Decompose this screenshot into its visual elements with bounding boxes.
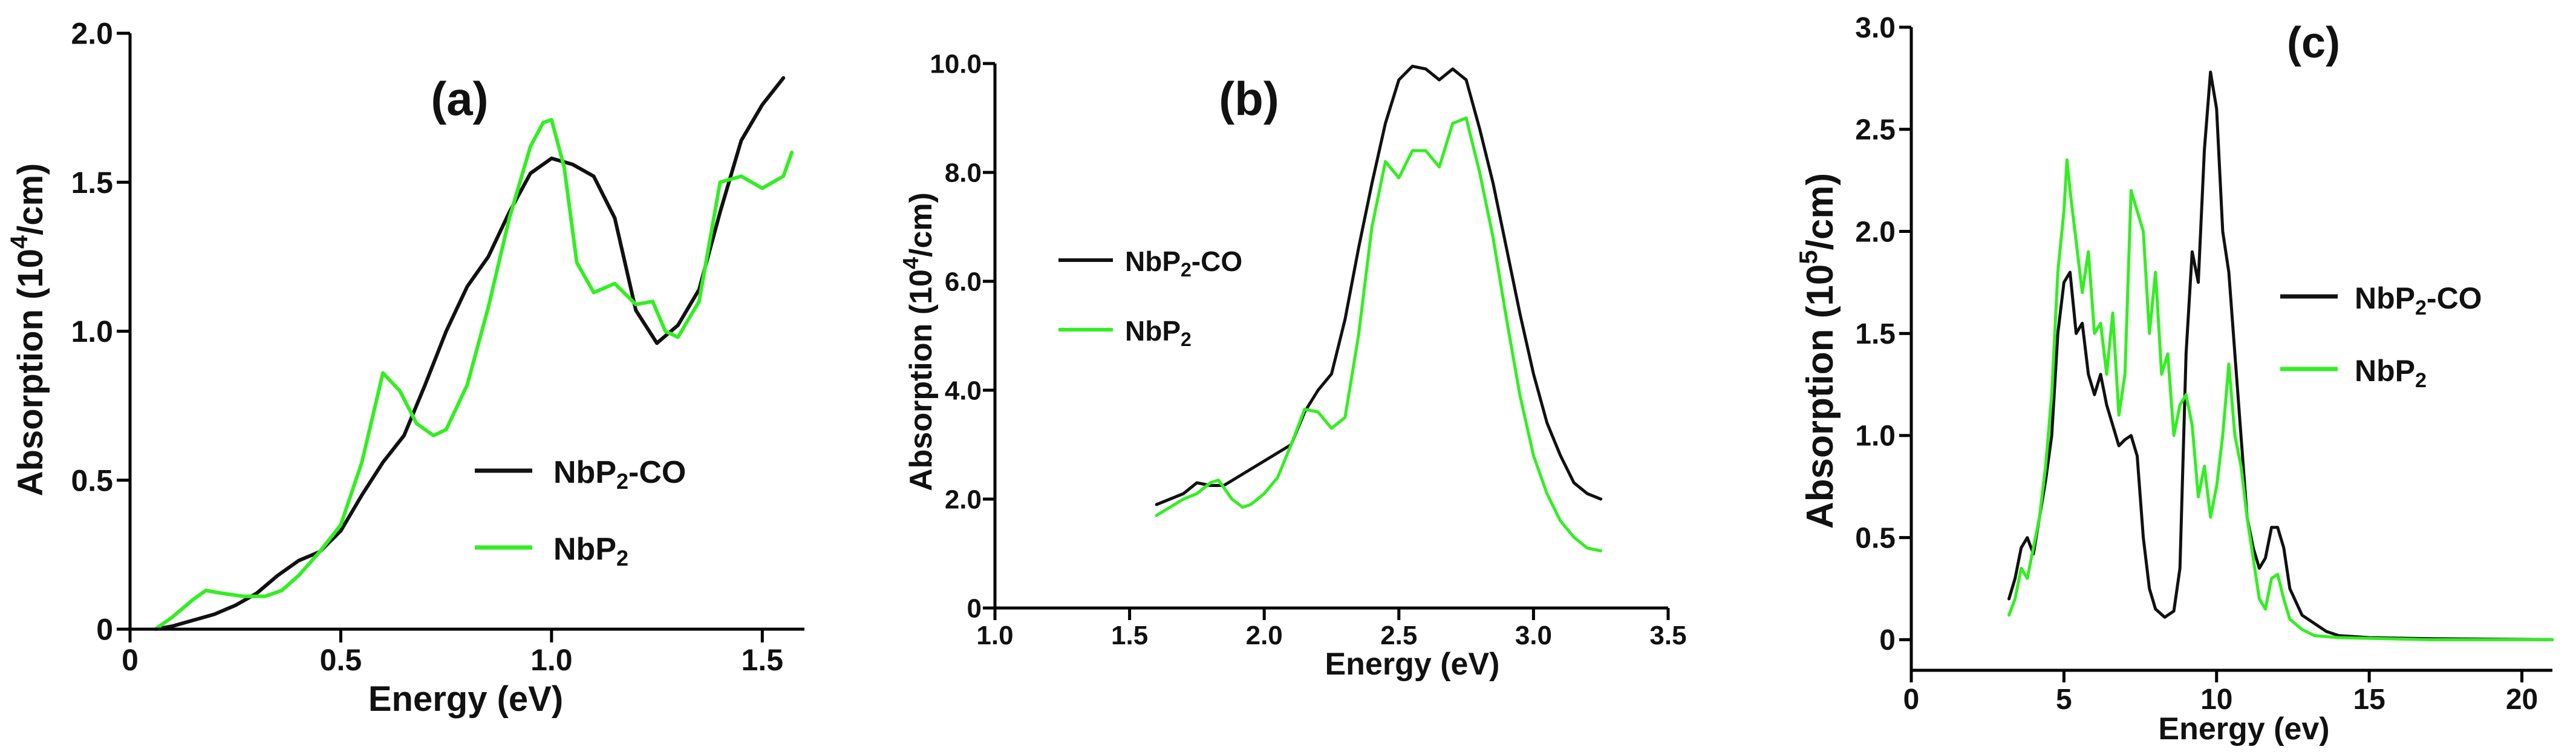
- panel-c-legend-pristine-base: NbP: [2355, 354, 2415, 388]
- panel-a-x-tick-label: 0: [122, 643, 139, 677]
- panel-c-y-tick-label: 1.0: [1855, 420, 1896, 453]
- panel-a-legend: NbP2-CO NbP2: [475, 455, 686, 570]
- panel-c-y-tick-label: 3.0: [1855, 12, 1896, 44]
- panel-a-y-title-sup: 4: [6, 235, 33, 249]
- panel-c-y-tick-label: 0: [1879, 624, 1896, 656]
- panel-a-y-tick-label: 1.0: [71, 315, 113, 348]
- panel-a-legend-co-sub: 2: [616, 469, 628, 494]
- panel-b-x-tick-label: 3.5: [1649, 621, 1686, 650]
- panel-c-y-title-tail: /cm): [1799, 173, 1841, 250]
- panel-a-x-title: Energy (eV): [368, 679, 563, 719]
- panel-b-legend-co-base: NbP: [1125, 246, 1181, 277]
- panel-a-y-tick-label: 1.5: [71, 166, 113, 200]
- panel-b-x-tick-label: 3.0: [1515, 621, 1552, 650]
- panel-c-x-tick-label: 0: [1903, 684, 1920, 716]
- panel-a: (a) 0 0.5 1.0 1.500.51.01.52.0 Energy (eV) …: [6, 17, 804, 719]
- panel-b-y-title-base: Absorption (10: [904, 269, 939, 491]
- panel-b-y-title-sup: 4: [898, 257, 923, 269]
- panel-a-series-nbp2-co: [153, 76, 786, 631]
- panel-a-y-title: Absorption (104/cm): [6, 163, 50, 497]
- panel-c-legend-co-base: NbP: [2355, 281, 2415, 315]
- panel-c-legend-label-pristine: NbP2: [2355, 354, 2427, 392]
- panel-b-y-title: Absorption (104/cm): [898, 192, 939, 491]
- panel-b-y-title-tail: /cm): [904, 192, 939, 257]
- panel-b-x-tick-label: 2.0: [1246, 621, 1283, 650]
- panel-c-x-tick-label: 15: [2353, 684, 2385, 716]
- panel-c-y-tick-label: 0.5: [1855, 522, 1896, 554]
- panel-b-legend-label-pristine: NbP2: [1125, 315, 1192, 350]
- panel-c-label: (c): [2287, 19, 2340, 67]
- panel-c-series-nbp2-co: [2007, 70, 2554, 641]
- panel-a-label: (a): [431, 72, 488, 125]
- panel-b-x-tick-label: 1.5: [1111, 621, 1148, 650]
- panel-c-y-tick-label: 2.5: [1855, 114, 1896, 146]
- panel-c-x-tick-label: 5: [2056, 684, 2072, 716]
- panel-b-x-tick-label: 1.0: [976, 621, 1013, 650]
- panel-b-label: (b): [1219, 72, 1279, 125]
- panel-b-series-nbp2-co: [1155, 65, 1603, 506]
- panel-b-legend-co-sub: 2: [1181, 259, 1192, 281]
- panel-c-series-nbp2: [2007, 158, 2554, 641]
- panel-c-legend-co-tail: -CO: [2427, 281, 2482, 315]
- panel-c-y-title-sup: 5: [1794, 250, 1822, 264]
- panel-b-legend-pristine-sub: 2: [1181, 328, 1192, 350]
- panel-c-y-title: Absorption (105/cm): [1794, 173, 1841, 529]
- panel-b-y-tick-label: 4.0: [945, 376, 982, 405]
- panel-a-legend-label-pristine: NbP2: [553, 532, 628, 570]
- panel-a-y-title-tail: /cm): [11, 163, 50, 235]
- panel-b-y-tick-label: 8.0: [945, 158, 982, 188]
- panel-b-legend-label-co: NbP2-CO: [1125, 246, 1242, 281]
- panel-c-legend-co-sub: 2: [2415, 296, 2427, 319]
- panel-b-y-tick-label: 0: [967, 593, 982, 623]
- panel-c-y-tick-label: 1.5: [1855, 318, 1896, 350]
- panel-c-x-tick-label: 10: [2200, 684, 2232, 716]
- panel-c-legend-pristine-sub: 2: [2415, 369, 2427, 392]
- panel-a-x-tick-label: 1.5: [742, 643, 784, 677]
- panel-a-y-title-base: Absorption (10: [11, 249, 50, 496]
- panel-a-y-tick-label: 0.5: [71, 463, 113, 497]
- panel-b-legend: NbP2-CO NbP2: [1058, 246, 1242, 350]
- panel-c-legend-label-co: NbP2-CO: [2355, 281, 2482, 319]
- panel-a-legend-pristine-sub: 2: [616, 546, 628, 570]
- panel-b-legend-pristine-base: NbP: [1125, 315, 1181, 347]
- panel-a-series-nbp2: [153, 117, 794, 631]
- panel-a-legend-co-base: NbP: [553, 455, 616, 490]
- panel-a-x-tick-label: 1.0: [530, 643, 573, 677]
- panel-b-y-tick-label: 2.0: [945, 485, 982, 514]
- panel-a-y-tick-label: 2.0: [71, 17, 113, 51]
- panel-a-legend-co-tail: -CO: [628, 455, 686, 490]
- panel-b-x-title: Energy (eV): [1325, 647, 1500, 682]
- panel-c-x-tick-label: 20: [2506, 684, 2538, 716]
- panel-a-legend-label-co: NbP2-CO: [553, 455, 686, 494]
- panel-b-y-tick-label: 10.0: [930, 49, 982, 79]
- panel-b-y-tick-label: 6.0: [945, 267, 982, 296]
- panel-c-legend: NbP2-CO NbP2: [2280, 281, 2482, 392]
- panel-c-y-tick-label: 2.0: [1855, 216, 1896, 248]
- panel-b-legend-co-tail: -CO: [1192, 246, 1242, 277]
- panel-c-x-title: Energy (ev): [2158, 711, 2329, 747]
- panel-a-y-tick-label: 0: [96, 613, 113, 647]
- panel-b-series-nbp2: [1155, 116, 1603, 552]
- panel-b: (b) 1.0 1.5 2.0 2.5 3.0 3.502.04.06.08.010.0 …: [898, 49, 1687, 682]
- panel-c: (c) 0 5 10 15 20 0 0.5 1.0 1.5 2.0 2.5 3.0 Energy (…: [1794, 12, 2554, 747]
- panel-a-x-tick-label: 0.5: [320, 643, 362, 677]
- panel-c-y-title-base: Absorption (10: [1799, 264, 1841, 529]
- panel-a-legend-pristine-base: NbP: [553, 532, 616, 567]
- panel-b-x-tick-label: 2.5: [1380, 621, 1417, 650]
